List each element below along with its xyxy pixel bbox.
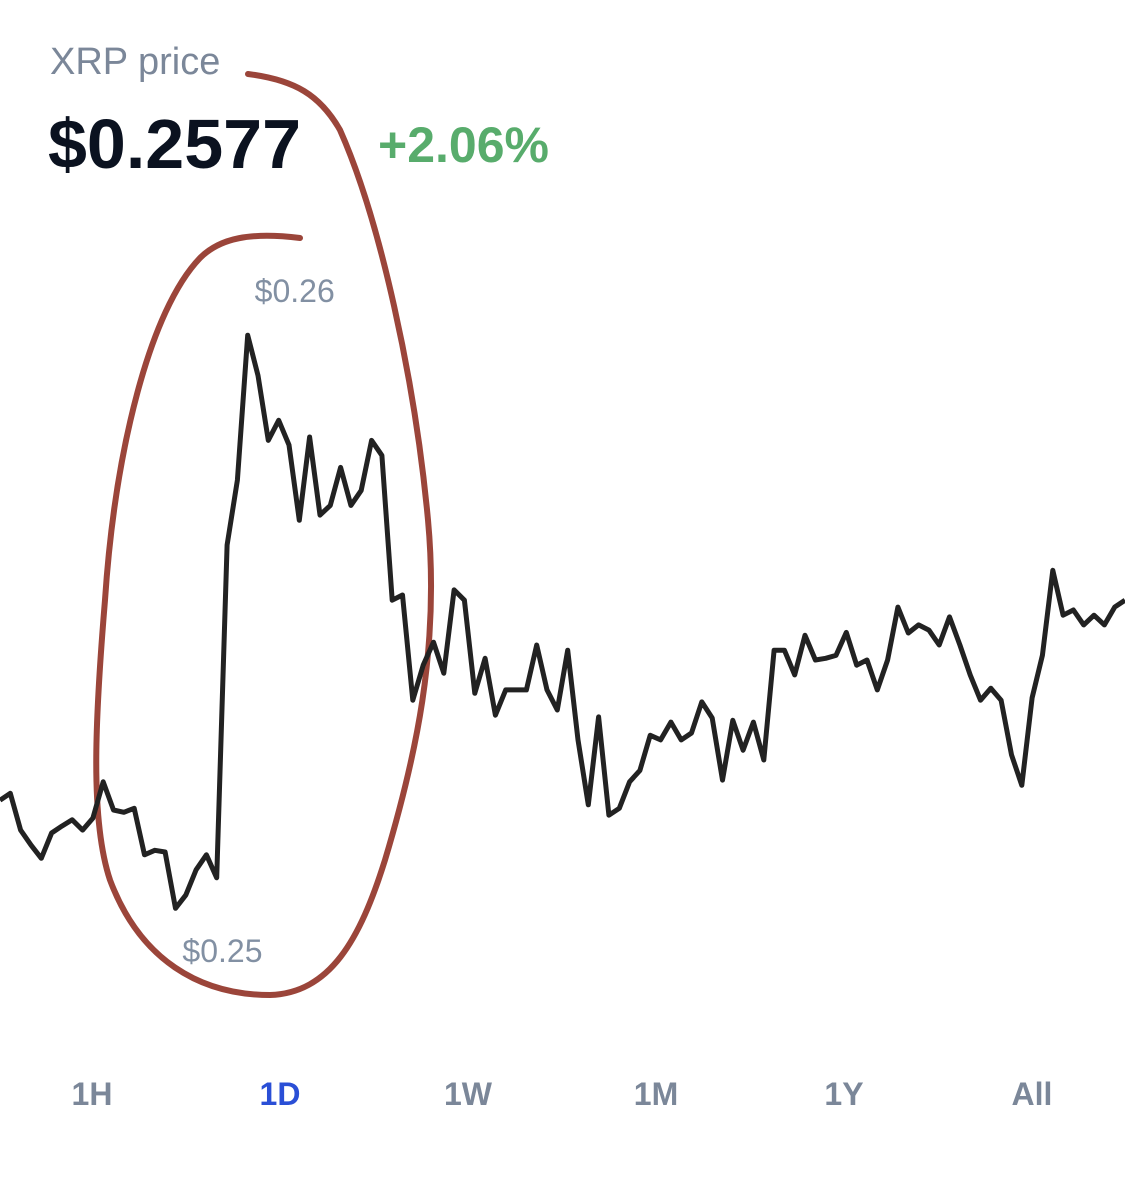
asset-title: XRP price <box>50 41 220 83</box>
price: $0.2577 <box>48 105 301 183</box>
extreme-label: $0.25 <box>182 933 262 969</box>
price-line <box>0 332 1125 911</box>
range-tab[interactable]: 1D <box>260 1076 301 1112</box>
range-tab[interactable]: 1H <box>72 1076 113 1112</box>
range-tab[interactable]: 1Y <box>824 1076 863 1112</box>
range-tab[interactable]: All <box>1012 1076 1053 1112</box>
hand-annotation <box>93 71 435 999</box>
range-tab[interactable]: 1W <box>444 1076 493 1112</box>
range-tab[interactable]: 1M <box>634 1076 678 1112</box>
price-change: +2.06% <box>378 117 549 173</box>
hand-drawn-circle <box>93 71 435 999</box>
extreme-label: $0.26 <box>255 273 335 309</box>
